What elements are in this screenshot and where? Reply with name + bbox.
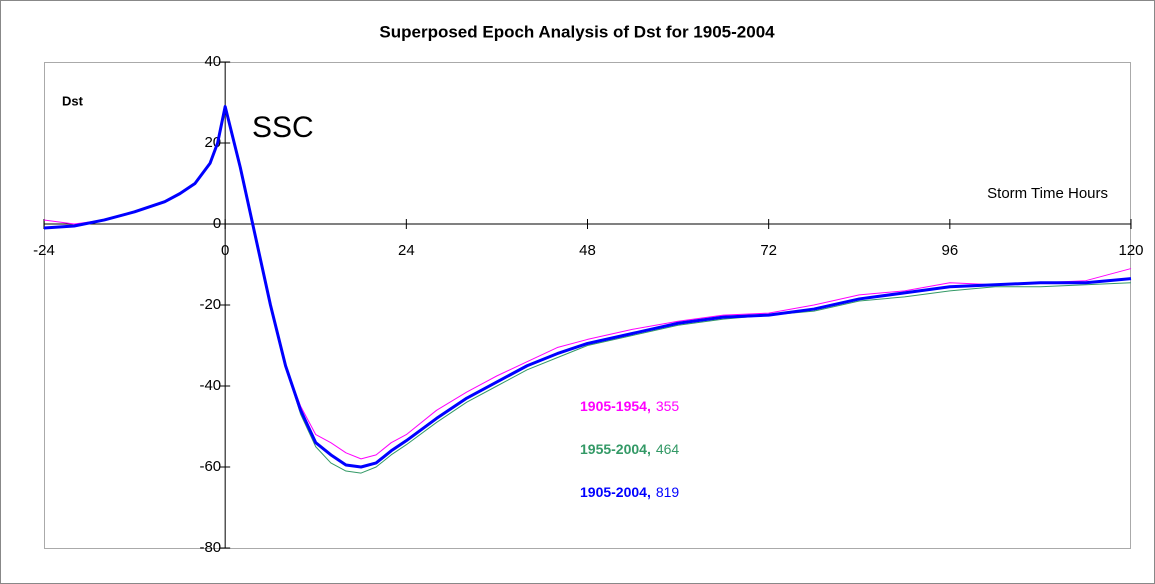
legend-entry: 1955-2004, 464 bbox=[580, 441, 679, 457]
x-tick-label: -24 bbox=[33, 242, 55, 259]
legend-name: 1905-1954, bbox=[580, 398, 651, 414]
y-tick-label: -60 bbox=[199, 458, 221, 475]
y-tick-label: -80 bbox=[199, 539, 221, 556]
y-tick-label: 40 bbox=[204, 53, 221, 70]
series-line bbox=[43, 105, 1132, 469]
y-axis-label: Dst bbox=[62, 93, 84, 108]
y-tick-label: -20 bbox=[199, 296, 221, 313]
x-tick-label: 48 bbox=[579, 242, 596, 259]
x-tick-label: 120 bbox=[1118, 242, 1143, 259]
chart-title: Superposed Epoch Analysis of Dst for 190… bbox=[379, 22, 775, 41]
y-tick-label: -40 bbox=[199, 377, 221, 394]
legend-count: 355 bbox=[656, 398, 680, 414]
legend-name: 1905-2004, bbox=[580, 484, 651, 500]
x-tick-label: 96 bbox=[941, 242, 958, 259]
legend-entry: 1905-1954, 355 bbox=[580, 398, 679, 414]
annotation: SSC bbox=[252, 111, 314, 144]
x-tick-label: 0 bbox=[221, 242, 229, 259]
legend-entry: 1905-2004, 819 bbox=[580, 484, 679, 500]
legend-count: 819 bbox=[656, 484, 680, 500]
legend-count: 464 bbox=[656, 441, 680, 457]
x-axis-label: Storm Time Hours bbox=[987, 185, 1108, 202]
y-tick-label: 0 bbox=[213, 215, 221, 232]
x-tick-label: 24 bbox=[398, 242, 415, 259]
x-tick-label: 72 bbox=[760, 242, 777, 259]
legend-name: 1955-2004, bbox=[580, 441, 651, 457]
